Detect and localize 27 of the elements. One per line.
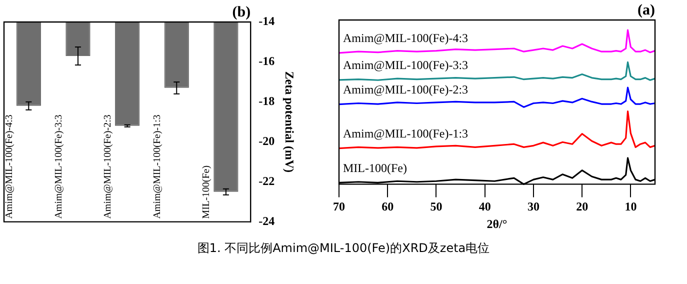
y-axis-title: Zeta potential (mV) (282, 71, 297, 173)
y-tick-label: -18 (258, 94, 275, 108)
x-tick-label: 50 (430, 199, 442, 214)
x-tick-label: 30 (527, 199, 540, 214)
x-tick-label: 60 (382, 199, 394, 214)
y-tick-label: -20 (258, 134, 275, 148)
x-tick-label: Amim@MIL-100(Fe)-4:3 (4, 114, 15, 219)
x-axis-title: 2θ/° (486, 216, 508, 231)
x-tick-label: 10 (624, 199, 637, 214)
chart-title: (b) (232, 4, 251, 20)
x-tick-label: 20 (576, 199, 588, 214)
y-tick-label: -24 (258, 214, 275, 228)
x-tick-label: 70 (333, 199, 345, 214)
x-tick-label: MIL-100(Fe) (201, 165, 212, 219)
chart-title: (a) (638, 2, 655, 18)
series-label: Amim@MIL-100(Fe)-2:3 (343, 82, 468, 96)
y-tick-label: -16 (258, 54, 275, 68)
y-tick-label: -22 (258, 174, 275, 188)
series-label: Amim@MIL-100(Fe)-4:3 (343, 31, 468, 46)
x-tick-label: Amim@MIL-100(Fe)-3:3 (53, 114, 64, 219)
series-label: Amim@MIL-100(Fe)-3:3 (343, 58, 468, 72)
x-tick-label: Amim@MIL-100(Fe)-2:3 (102, 114, 114, 219)
x-tick-label: Amim@MIL-100(Fe)-1:3 (152, 114, 163, 219)
caption: 图1. 不同比例Amim@MIL-100(Fe)的XRD及zeta电位 (196, 240, 491, 257)
x-tick-label: 40 (478, 199, 491, 214)
series-label: Amim@MIL-100(Fe)-1:3 (343, 126, 468, 140)
y-tick-label: -14 (258, 14, 275, 28)
